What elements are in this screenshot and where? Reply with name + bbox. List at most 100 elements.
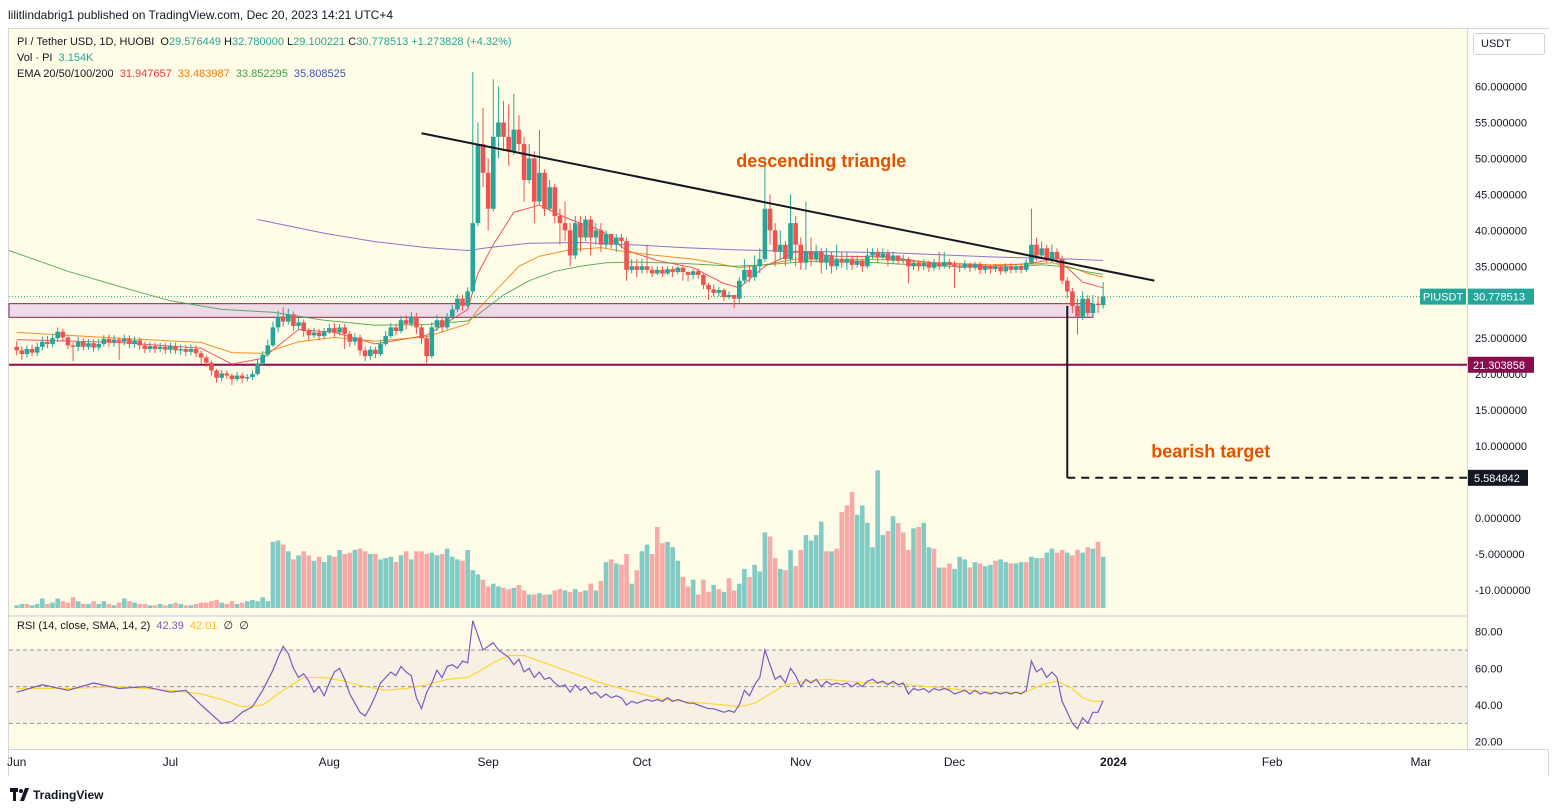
time-axis[interactable] [9,749,1548,776]
volume-bar [839,512,845,608]
candle-body [332,328,337,333]
candle-body [542,172,547,209]
volume-bar [849,491,855,608]
candle-body [977,264,983,270]
rsi-zone-lower: ∅ [239,620,249,632]
legend-symbol[interactable]: PI / Tether USD, 1D, HUOBI [17,36,155,48]
volume-bar [588,583,593,608]
volume-bar [1100,556,1106,608]
candle-body [234,375,240,380]
time-tick-label: 2024 [1100,755,1127,769]
candle-body [1090,303,1096,314]
legend-l-label: L [287,36,294,48]
price-tick-label: 55.000000 [1475,117,1527,129]
volume-bar [665,541,670,608]
candle-body [137,340,142,346]
candle-body [1095,303,1101,306]
volume-bar [496,586,501,608]
candle-body [475,144,481,224]
price-pane[interactable] [9,29,1467,615]
volume-bar [275,540,281,608]
candle-body [490,136,496,209]
price-tick-label: 10.000000 [1475,441,1527,453]
volume-bar [772,558,778,608]
rsi-tick-label: 20.00 [1475,737,1503,749]
candle-body [408,316,414,324]
volume-bar [547,594,552,608]
volume-bar [875,470,880,608]
candle-body [352,337,358,342]
volume-bar [1070,555,1075,608]
candle-body [793,223,798,245]
candle-body [1054,251,1060,260]
candle-body [808,251,814,260]
candle-body [316,332,322,337]
volume-bar [1039,558,1044,608]
volume-bar [332,556,337,608]
time-tick-label: Sep [477,755,499,769]
candle-body [521,144,527,180]
volume-bar [808,540,814,608]
candle-body [829,255,834,267]
candle-body [424,338,429,357]
candle-body [1034,244,1039,256]
candle-body [644,266,650,270]
candle-body [680,267,686,273]
candle-body [24,348,30,354]
volume-bar [280,544,286,608]
candle-body [670,269,675,273]
price-axis[interactable] [1467,29,1549,749]
ema-label[interactable]: EMA 20/50/100/200 [17,68,114,80]
candle-body [163,346,168,350]
time-tick-label: Jul [163,755,178,769]
candle-body [895,255,901,261]
candle-body [470,223,476,292]
volume-bar [168,603,173,608]
volume-bar [824,551,829,608]
candle-body [613,237,619,245]
currency-button[interactable]: USDT [1473,33,1545,55]
volume-bar [736,583,742,608]
volume-bar [629,583,634,608]
legend-o-label: O [160,36,169,48]
candle-body [91,343,96,348]
candle-body [1064,280,1070,292]
volume-bar [383,558,388,608]
candle-body [890,255,896,261]
volume-bar [880,535,886,608]
candle-body [911,262,916,267]
volume-bar [96,603,101,608]
volume-bar [193,603,199,608]
rsi-line [16,620,1104,730]
candle-body [624,241,629,270]
candle-body [275,316,281,328]
volume-bar [521,590,527,608]
volume-bar [296,555,301,608]
candle-body [127,338,132,344]
price-tick-label: 60.000000 [1475,82,1527,94]
volume-bar [972,562,978,608]
volume-bar [301,551,306,608]
candle-body [639,266,645,270]
candle-body [296,322,301,326]
rsi-pane[interactable] [9,617,1467,749]
legend-volume: Vol · PI 3.154K [17,52,93,64]
rsi-label[interactable]: RSI (14, close, SMA, 14, 2) [17,620,151,632]
candle-body [465,291,470,306]
candle-body [588,219,593,238]
price-tick-label: 50.000000 [1475,153,1527,165]
candle-body [1100,296,1106,306]
candle-body [367,349,373,357]
candle-body [342,327,347,334]
candle-body [526,158,532,180]
volume-bar [654,527,660,608]
candle-body [280,316,286,322]
price-tick-label: -10.000000 [1475,585,1531,597]
candle-body [747,269,752,278]
volume-bar [921,522,927,608]
volume-label[interactable]: Vol · PI [17,52,53,64]
volume-bar [239,602,245,608]
volume-bar [1034,558,1039,608]
pane-separator[interactable] [9,615,1548,617]
